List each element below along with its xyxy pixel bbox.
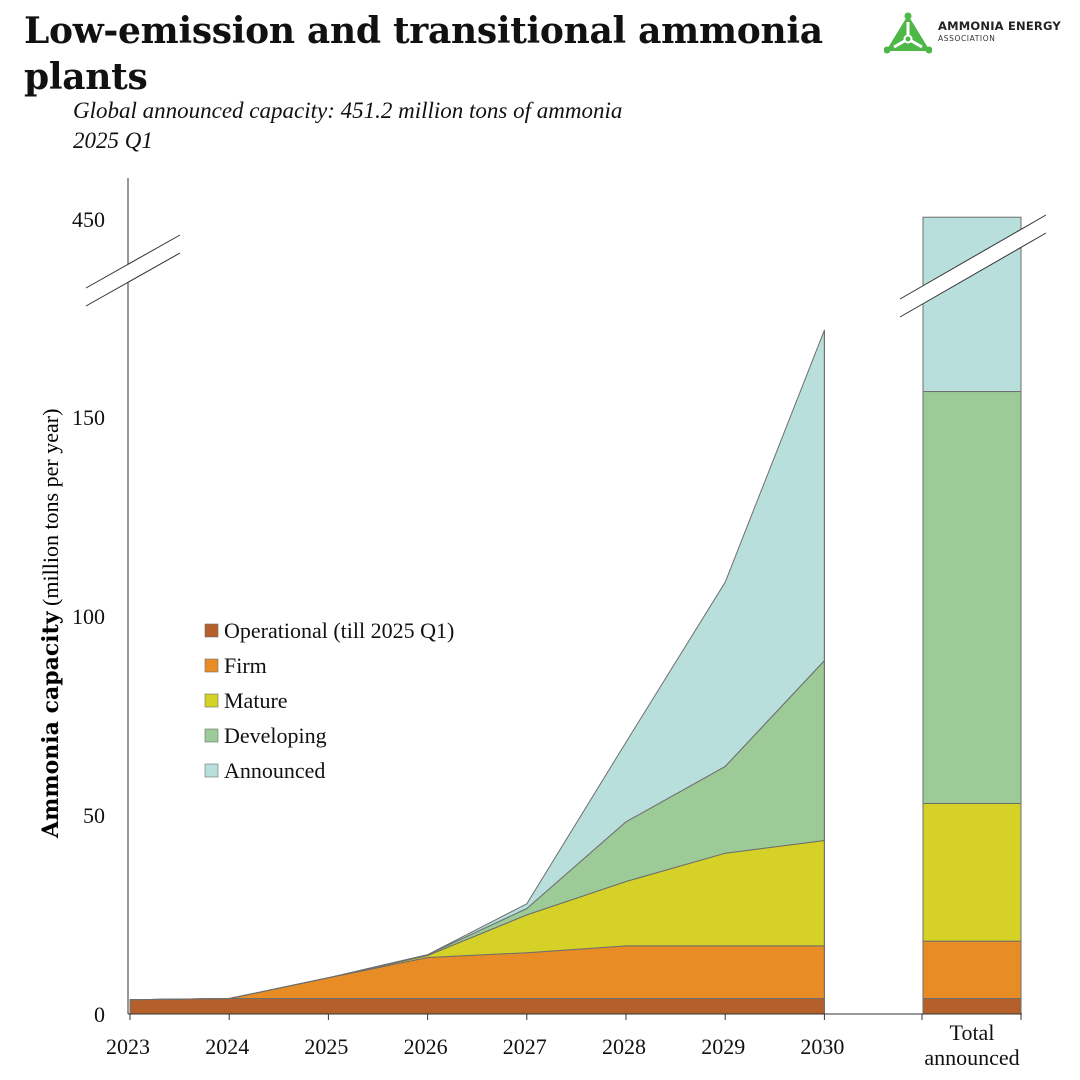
- x-tick-label: 2025: [304, 1034, 348, 1059]
- stacked-areas: [129, 329, 825, 1015]
- legend-label: Announced: [224, 758, 325, 783]
- legend-label: Mature: [224, 688, 288, 713]
- axis-break-band: [86, 235, 180, 306]
- y-tick-label: 150: [72, 405, 105, 430]
- axis-break-band: [900, 215, 1046, 317]
- subtitle-line-1: Global announced capacity: 451.2 million…: [73, 98, 623, 123]
- axis-break-line: [899, 232, 1047, 318]
- logo-name: AMMONIA ENERGY: [938, 19, 1061, 33]
- legend-swatch: [204, 623, 219, 638]
- legend-swatch: [204, 693, 219, 708]
- axes: [127, 178, 1022, 1020]
- y-tick-label: 100: [72, 604, 105, 629]
- x-tick-label: 2026: [404, 1034, 448, 1059]
- x-tick-label: 2027: [503, 1034, 547, 1059]
- association-logo: AMMONIA ENERGY ASSOCIATION: [883, 12, 1074, 56]
- y-tick-label: 0: [94, 1002, 105, 1027]
- axis-break-line: [85, 234, 181, 289]
- legend-label: Developing: [224, 723, 327, 748]
- legend-swatch: [204, 658, 219, 673]
- x-tick-label: 2028: [602, 1034, 646, 1059]
- axis-break-line: [899, 214, 1047, 300]
- y-tick-labels: 0 50 100 150 450: [72, 207, 105, 1027]
- total-bar-mature: [922, 802, 1022, 942]
- x-tick-label: 2024: [205, 1034, 249, 1059]
- legend-swatch: [204, 763, 219, 778]
- logo-subname: ASSOCIATION: [938, 34, 996, 43]
- total-bar-developing: [922, 391, 1022, 804]
- x-tick-label: 2029: [701, 1034, 745, 1059]
- total-bar-firm: [922, 940, 1022, 999]
- x-tick-labels: 2023 2024 2025 2026 2027 2028 2029 2030 Totalann…: [106, 1020, 1020, 1070]
- legend-label: Firm: [224, 653, 267, 678]
- legend-swatch: [204, 728, 219, 743]
- total-announced-bar: [922, 216, 1022, 1015]
- total-label-line-1: Total: [950, 1020, 995, 1045]
- axis-break-line: [85, 252, 181, 307]
- legend-label: Operational (till 2025 Q1): [224, 618, 454, 643]
- total-bar-operational: [922, 997, 1022, 1015]
- ammonia-molecule-icon: [883, 12, 933, 54]
- y-tick-label: 50: [83, 803, 105, 828]
- legend: Operational (till 2025 Q1) Firm Mature Deve…: [204, 618, 454, 783]
- chart-subtitle: Global announced capacity: 451.2 million…: [73, 96, 622, 156]
- y-axis-label-bold: Ammonia capacity: [38, 610, 64, 839]
- chart-title: Low-emission and transitional ammonia pl…: [24, 10, 823, 98]
- axis-breaks: [85, 214, 1047, 318]
- subtitle-line-2: 2025 Q1: [73, 128, 153, 153]
- y-axis-label-regular: (million tons per year): [38, 409, 63, 612]
- x-tick-label: 2030: [800, 1034, 844, 1059]
- y-axis-label: Ammonia capacity (million tons per year): [38, 409, 64, 839]
- x-tick-label: 2023: [106, 1034, 150, 1059]
- area-operational: [129, 998, 825, 1015]
- y-tick-label: 450: [72, 207, 105, 232]
- total-label-line-2: announced: [924, 1045, 1019, 1070]
